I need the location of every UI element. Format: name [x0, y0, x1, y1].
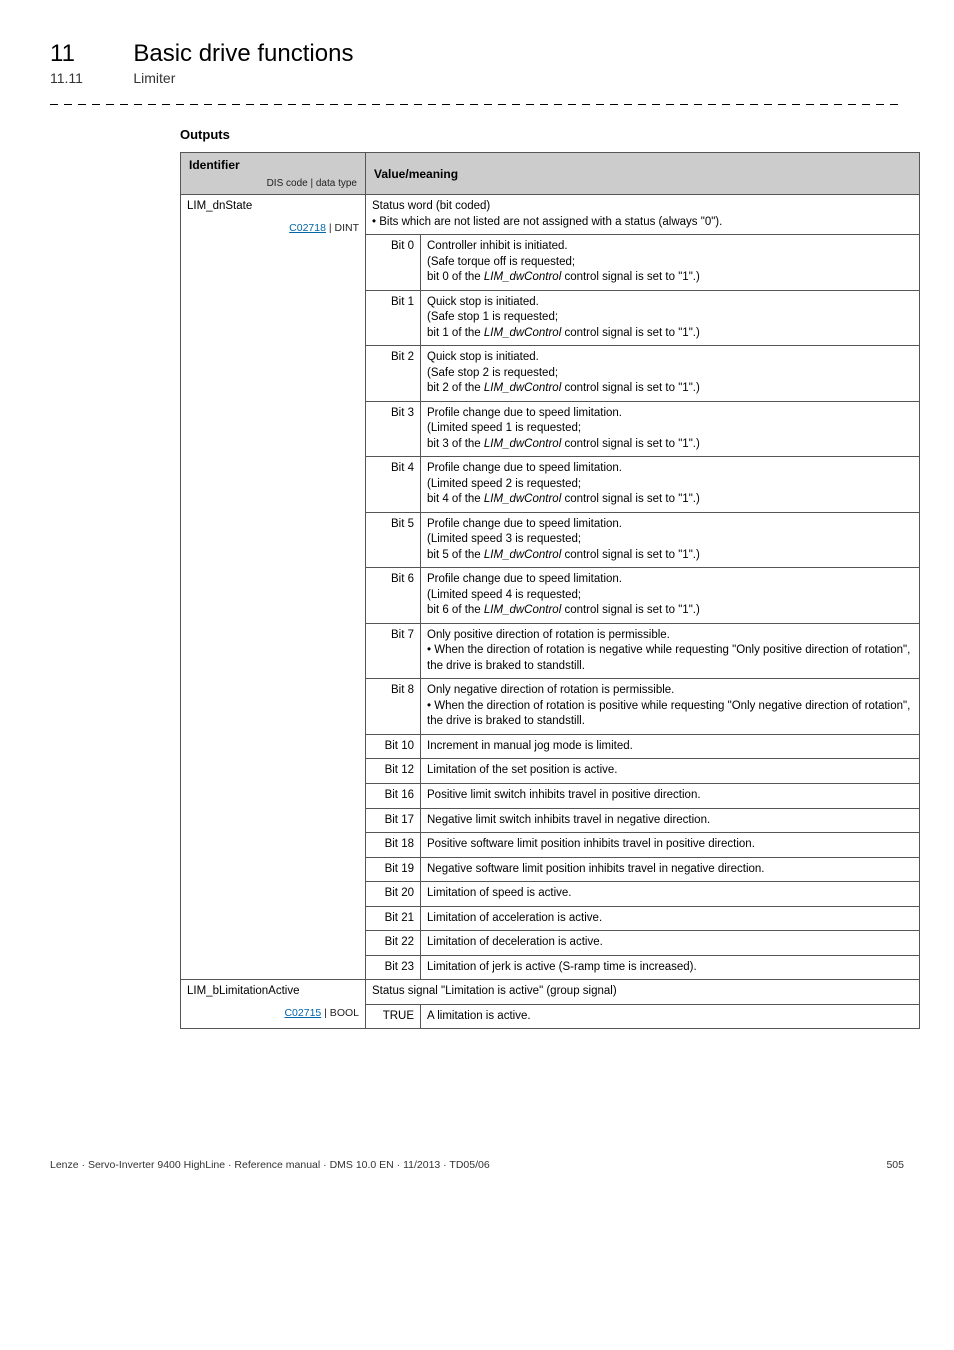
group-description: Status word (bit coded) • Bits which are… — [366, 195, 920, 235]
col-header-identifier: Identifier DIS code | data type — [181, 153, 366, 195]
page-header: 11 Basic drive functions 11.11 Limiter — [50, 40, 904, 86]
identifier-name: LIM_dnState — [187, 199, 359, 215]
col-dis-label: DIS code | data type — [189, 178, 357, 189]
col-value-label: Value/meaning — [374, 167, 458, 181]
bit-label: Bit 12 — [366, 759, 421, 784]
bit-description: Limitation of the set position is active… — [421, 759, 920, 784]
outputs-heading: Outputs — [180, 127, 904, 142]
bit-description: Quick stop is initiated.(Safe stop 1 is … — [421, 290, 920, 346]
col-header-value: Value/meaning — [366, 153, 920, 195]
chapter-number: 11 — [50, 40, 130, 68]
bit-label: Bit 10 — [366, 734, 421, 759]
bit-label: Bit 7 — [366, 623, 421, 679]
bit-label: Bit 22 — [366, 931, 421, 956]
bit-description: Profile change due to speed limitation.(… — [421, 401, 920, 457]
bit-description: Only negative direction of rotation is p… — [421, 679, 920, 735]
separator — [50, 104, 904, 105]
identifier-type: | BOOL — [321, 1007, 359, 1019]
bit-description: Only positive direction of rotation is p… — [421, 623, 920, 679]
bit-label: Bit 20 — [366, 882, 421, 907]
bit-description: Limitation of acceleration is active. — [421, 906, 920, 931]
footer-page-number: 505 — [886, 1159, 904, 1171]
identifier-code-line: C02715 | BOOL — [187, 1006, 359, 1021]
bit-description: Increment in manual jog mode is limited. — [421, 734, 920, 759]
bit-label: Bit 19 — [366, 857, 421, 882]
chapter-title: Basic drive functions — [133, 40, 353, 67]
bit-label: Bit 17 — [366, 808, 421, 833]
identifier-code-link[interactable]: C02718 — [289, 222, 326, 234]
outputs-table: Identifier DIS code | data type Value/me… — [180, 152, 920, 1029]
bit-label: Bit 6 — [366, 568, 421, 624]
bit-label: Bit 18 — [366, 833, 421, 858]
bit-description: Profile change due to speed limitation.(… — [421, 512, 920, 568]
bit-description: Profile change due to speed limitation.(… — [421, 568, 920, 624]
bit-label: Bit 0 — [366, 235, 421, 291]
identifier-name: LIM_bLimitationActive — [187, 984, 359, 1000]
identifier-cell: LIM_bLimitationActive C02715 | BOOL — [181, 980, 366, 1029]
bit-description: Positive software limit position inhibit… — [421, 833, 920, 858]
bit-label: Bit 4 — [366, 457, 421, 513]
bit-label: Bit 5 — [366, 512, 421, 568]
identifier-code-line: C02718 | DINT — [187, 221, 359, 236]
bit-description: Quick stop is initiated.(Safe stop 2 is … — [421, 346, 920, 402]
bit-description: Positive limit switch inhibits travel in… — [421, 783, 920, 808]
bit-label: Bit 3 — [366, 401, 421, 457]
bit-label: Bit 21 — [366, 906, 421, 931]
footer-left: Lenze · Servo-Inverter 9400 HighLine · R… — [50, 1159, 490, 1171]
page-footer: Lenze · Servo-Inverter 9400 HighLine · R… — [50, 1159, 904, 1171]
bit-description: A limitation is active. — [421, 1004, 920, 1029]
bit-description: Limitation of jerk is active (S-ramp tim… — [421, 955, 920, 980]
identifier-code-link[interactable]: C02715 — [284, 1007, 321, 1019]
bit-description: Controller inhibit is initiated.(Safe to… — [421, 235, 920, 291]
identifier-type: | DINT — [326, 222, 359, 234]
section-title: Limiter — [133, 70, 175, 86]
bit-description: Limitation of deceleration is active. — [421, 931, 920, 956]
bit-label: Bit 1 — [366, 290, 421, 346]
bit-description: Negative limit switch inhibits travel in… — [421, 808, 920, 833]
bit-label: Bit 23 — [366, 955, 421, 980]
col-identifier-label: Identifier — [189, 158, 240, 172]
bit-label: TRUE — [366, 1004, 421, 1029]
bit-description: Limitation of speed is active. — [421, 882, 920, 907]
section-number: 11.11 — [50, 70, 130, 86]
bit-description: Profile change due to speed limitation.(… — [421, 457, 920, 513]
bit-label: Bit 8 — [366, 679, 421, 735]
bit-label: Bit 2 — [366, 346, 421, 402]
identifier-cell: LIM_dnState C02718 | DINT — [181, 195, 366, 980]
bit-description: Negative software limit position inhibit… — [421, 857, 920, 882]
group-description: Status signal "Limitation is active" (gr… — [366, 980, 920, 1005]
bit-label: Bit 16 — [366, 783, 421, 808]
